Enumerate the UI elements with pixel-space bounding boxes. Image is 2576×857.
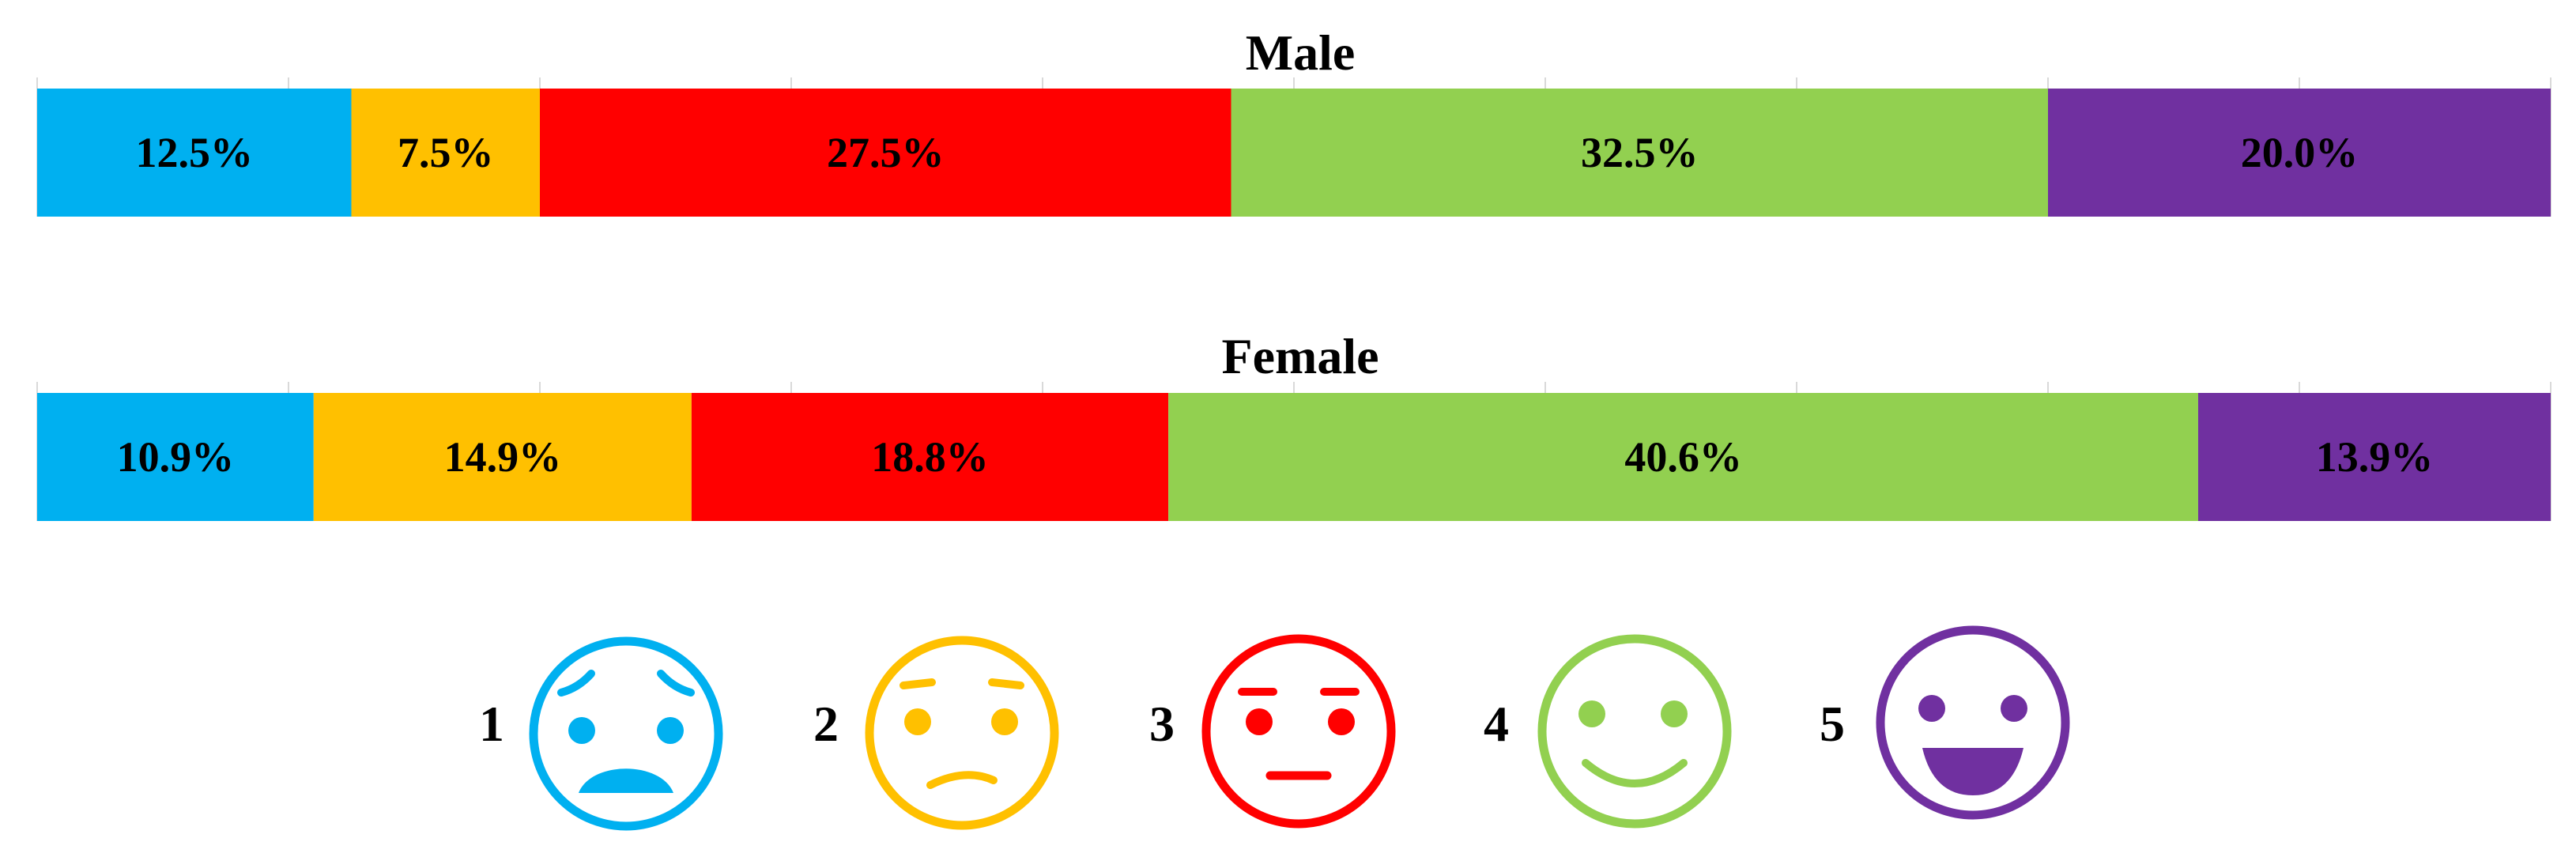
bar-segment-1 — [37, 89, 352, 217]
male-title: Male — [1246, 25, 1356, 81]
legend-item-2: 2 — [813, 636, 1059, 830]
bar-segment-1 — [37, 393, 314, 521]
legend-number-5: 5 — [1820, 696, 1845, 752]
data-label: 12.5% — [136, 129, 254, 176]
female-title: Female — [1222, 328, 1379, 384]
male-bar: 12.5% 7.5% 27.5% 32.5% 20.0% — [36, 77, 2551, 217]
data-label: 10.9% — [117, 433, 235, 481]
data-label: 14.9% — [444, 433, 562, 481]
male-chart: Male 12.5% 7.5% 27.5% 32.5% 20.0% — [36, 25, 2551, 217]
legend: 1 2 3 — [479, 625, 2070, 831]
neutral-face-icon — [1201, 634, 1396, 829]
confused-face-icon — [865, 636, 1059, 830]
legend-item-1: 1 — [479, 636, 723, 831]
data-label: 13.9% — [2316, 433, 2434, 481]
data-label: 7.5% — [398, 129, 494, 176]
data-label: 20.0% — [2241, 129, 2359, 176]
legend-number-3: 3 — [1149, 696, 1175, 752]
bar-segment-4 — [1231, 89, 2048, 217]
legend-number-1: 1 — [479, 696, 504, 752]
grinning-face-icon — [1876, 625, 2070, 820]
legend-number-4: 4 — [1484, 696, 1509, 752]
legend-number-2: 2 — [813, 696, 839, 752]
female-bar: 10.9% 14.9% 18.8% 40.6% 13.9% — [36, 382, 2551, 521]
legend-item-4: 4 — [1484, 634, 1732, 829]
bar-segment-2 — [313, 393, 692, 521]
data-label: 18.8% — [871, 433, 989, 481]
legend-item-3: 3 — [1149, 634, 1396, 829]
legend-item-5: 5 — [1820, 625, 2070, 820]
data-label: 27.5% — [827, 129, 945, 176]
bar-segment-2 — [351, 89, 540, 217]
bar-segment-5 — [2048, 89, 2551, 217]
bar-segment-3 — [540, 89, 1231, 217]
bar-segment-3 — [691, 393, 1169, 521]
bar-segment-5 — [2197, 393, 2551, 521]
smiling-face-icon — [1537, 634, 1732, 829]
female-chart: Female 10.9% 14.9% 18.8% 40.6% 13.9% — [36, 328, 2551, 521]
data-label: 40.6% — [1624, 433, 1742, 481]
bar-segment-4 — [1168, 393, 2198, 521]
worried-face-icon — [529, 636, 723, 831]
data-label: 32.5% — [1581, 129, 1699, 176]
